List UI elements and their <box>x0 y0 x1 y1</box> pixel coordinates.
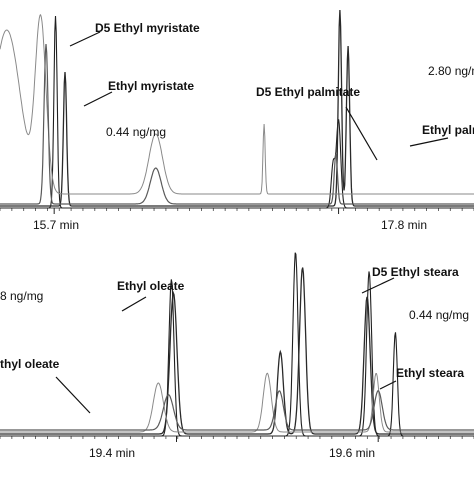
chromatogram-trace <box>0 252 474 437</box>
annotation-label: D5 Ethyl steara <box>372 265 459 279</box>
annotation-leader <box>345 106 378 161</box>
annotation-label: D5 Ethyl myristate <box>95 21 200 35</box>
chromatogram-trace <box>0 390 474 431</box>
chromatogram-trace <box>0 9 474 207</box>
annotation-label: 0.44 ng/mg <box>409 308 469 322</box>
x-tick-label: 19.4 min <box>89 446 135 460</box>
annotation-label: 0.44 ng/mg <box>106 125 166 139</box>
x-tick-label: 15.7 min <box>33 218 79 232</box>
x-tick-label: 19.6 min <box>329 446 375 460</box>
chromatogram-trace <box>0 372 474 433</box>
annotation-label: thyl oleate <box>0 357 60 371</box>
annotation-label: Ethyl myristate <box>108 79 194 93</box>
annotation-label: 2.80 ng/mg <box>428 64 474 78</box>
annotation-label: Ethyl palmitate <box>422 123 474 137</box>
annotation-leader <box>83 91 113 107</box>
x-tick-label: 17.8 min <box>381 218 427 232</box>
annotation-leader <box>69 31 101 47</box>
annotation-label: D5 Ethyl palmitate <box>256 85 360 99</box>
chromatogram-panel-bottom: 19.4 min 19.6 min Ethyl oleate 8 ng/mg t… <box>0 252 474 460</box>
chromatogram-trace <box>0 15 474 209</box>
annotation-leader <box>361 277 395 294</box>
chromatogram-trace <box>0 43 474 205</box>
chromatogram-trace <box>0 14 474 195</box>
chromatogram-trace <box>0 267 474 435</box>
annotation-label: Ethyl steara <box>396 366 464 380</box>
chromatogram-panel-top: 15.7 min 17.8 min D5 Ethyl myristate Eth… <box>0 9 474 232</box>
annotation-label: Ethyl oleate <box>117 279 185 293</box>
annotation-leader <box>55 376 91 414</box>
annotation-label: 8 ng/mg <box>0 289 43 303</box>
annotation-leader <box>121 296 147 312</box>
series-group <box>0 9 474 209</box>
annotation-leader <box>379 380 397 390</box>
annotation-leader <box>409 137 449 147</box>
series-group <box>0 252 474 437</box>
